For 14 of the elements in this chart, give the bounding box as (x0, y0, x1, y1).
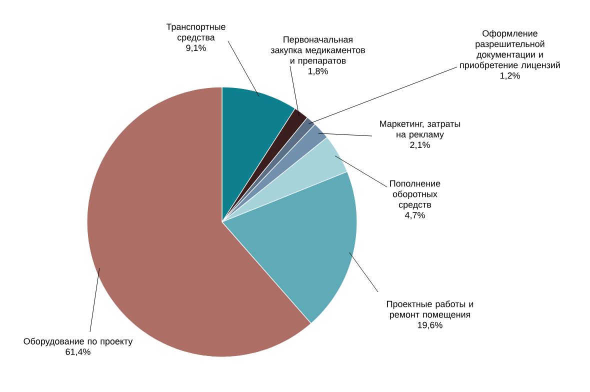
slice-label: Маркетинг, затраты на рекламу (380, 120, 460, 140)
data-label: 19,6% (418, 322, 442, 330)
data-label: 1,8% (308, 68, 328, 76)
slice-label: Оформление разрешительной документации и приобретение лицензий (460, 30, 560, 70)
slice-label: Оборудование по проекту (24, 338, 133, 346)
data-label: 61,4% (66, 348, 90, 356)
data-label: 2,1% (410, 142, 430, 150)
slice-label: Проектные работы и ремонт помещения (387, 300, 474, 320)
slice-label: Транспортные средства (166, 24, 226, 42)
slice-label: Первоначальная закупка медикаментов и препаратов (270, 36, 365, 66)
data-label: 1,2% (500, 72, 520, 80)
data-label: 9,1% (186, 44, 206, 52)
slice-label: Пополнение оборотных средств (390, 180, 440, 210)
data-label: 4,7% (404, 212, 425, 220)
